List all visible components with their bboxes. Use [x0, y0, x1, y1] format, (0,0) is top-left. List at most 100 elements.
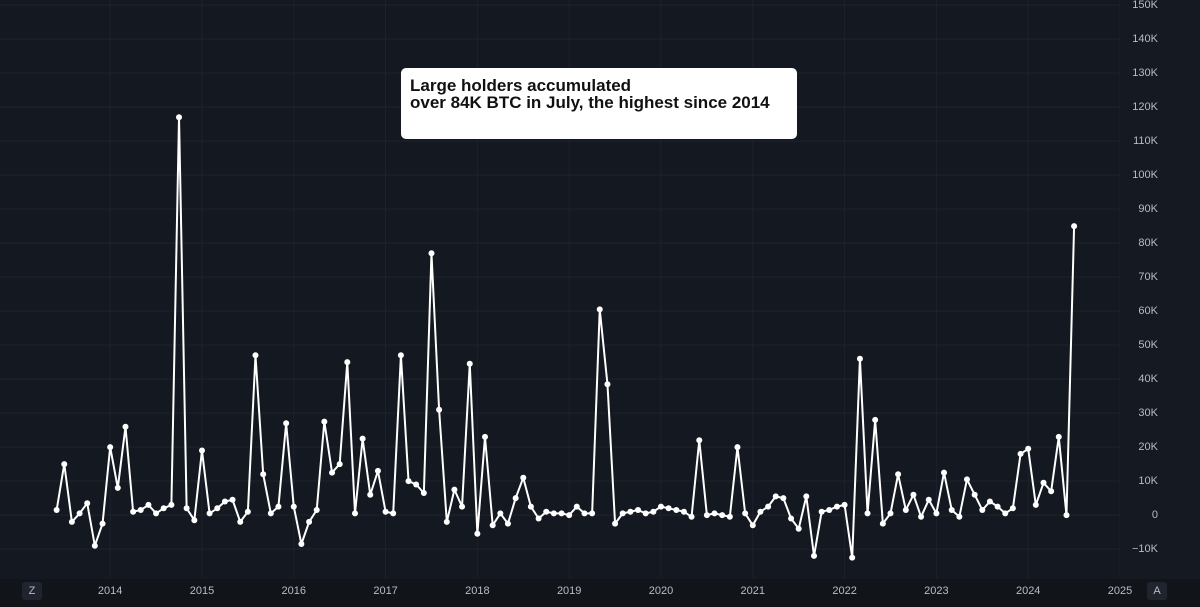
point — [550, 510, 557, 517]
point — [657, 503, 664, 510]
point — [902, 507, 909, 513]
point — [374, 467, 381, 474]
point — [130, 508, 137, 515]
point — [864, 510, 871, 517]
point — [61, 461, 68, 468]
point — [352, 510, 359, 517]
point — [711, 510, 718, 517]
x-tick-label: 2025 — [1108, 585, 1132, 597]
point — [489, 522, 496, 529]
point — [1009, 505, 1016, 512]
point — [833, 503, 840, 510]
point — [719, 512, 726, 519]
point — [688, 513, 695, 520]
point — [214, 505, 221, 512]
button[interactable] — [22, 582, 42, 600]
point — [275, 503, 282, 510]
point — [466, 360, 473, 367]
point — [879, 520, 886, 527]
point — [734, 444, 741, 451]
point — [811, 552, 818, 559]
y-tick-label: 10K — [1138, 475, 1158, 487]
point — [290, 503, 297, 510]
point — [742, 510, 749, 517]
y-tick-label: 40K — [1138, 373, 1158, 385]
point — [84, 500, 91, 507]
point — [336, 461, 343, 468]
x-axis-panel — [0, 579, 1200, 607]
y-tick-label: −10K — [1132, 543, 1159, 555]
axes: −10K 0 10K 20K 30K 40K 50K 60K 70K 80K 90K 100K 110K… — [98, 0, 1159, 597]
point — [367, 491, 374, 498]
point — [107, 444, 114, 451]
point — [206, 510, 213, 517]
point — [887, 510, 894, 517]
point — [413, 481, 420, 488]
y-tick-label: 30K — [1138, 407, 1158, 419]
point — [382, 508, 389, 515]
point — [795, 525, 802, 532]
button-label[interactable]: Z — [29, 585, 36, 597]
point — [237, 518, 244, 525]
y-tick-label: 0 — [1152, 509, 1158, 521]
point — [765, 503, 772, 510]
point — [405, 478, 412, 485]
point — [198, 447, 205, 454]
point — [1040, 479, 1047, 486]
point — [566, 512, 573, 519]
point — [780, 495, 787, 502]
x-tick-label: 2019 — [557, 585, 581, 597]
x-tick-label: 2022 — [832, 585, 856, 597]
point — [474, 530, 481, 537]
plot — [53, 114, 1078, 561]
y-tick-label: 130K — [1132, 67, 1158, 79]
point — [244, 508, 251, 515]
point — [420, 490, 427, 496]
point — [772, 493, 779, 500]
point — [612, 520, 619, 527]
point — [627, 508, 634, 515]
point — [122, 423, 129, 430]
point — [252, 352, 259, 359]
x-tick-label: 2018 — [465, 585, 489, 597]
point — [696, 437, 703, 444]
button[interactable] — [1147, 582, 1167, 600]
x-tick-label: 2014 — [98, 585, 122, 597]
point — [941, 469, 948, 476]
point — [313, 507, 320, 513]
point — [1048, 488, 1055, 495]
point — [703, 512, 710, 519]
point — [329, 469, 336, 476]
point — [1002, 510, 1009, 517]
point — [321, 418, 328, 425]
point — [229, 496, 236, 503]
point — [841, 501, 848, 508]
point — [359, 435, 366, 442]
point — [1071, 223, 1078, 230]
point — [757, 508, 764, 515]
point — [596, 306, 603, 313]
point — [527, 503, 534, 510]
point — [99, 520, 106, 527]
point — [168, 501, 175, 508]
y-tick-label: 100K — [1132, 169, 1158, 181]
point — [650, 508, 657, 515]
y-tick-label: 60K — [1138, 305, 1158, 317]
y-tick-label: 50K — [1138, 339, 1158, 351]
point — [925, 496, 932, 503]
point — [543, 508, 550, 515]
point — [895, 471, 902, 478]
point — [918, 513, 925, 520]
x-tick-label: 2023 — [924, 585, 948, 597]
x-tick-label: 2015 — [190, 585, 214, 597]
point — [260, 471, 267, 478]
point — [558, 510, 565, 517]
point — [520, 474, 527, 481]
y-tick-label: 140K — [1132, 33, 1158, 45]
button-label[interactable]: A — [1153, 585, 1161, 597]
point — [306, 518, 313, 525]
point — [68, 518, 75, 525]
point — [642, 510, 649, 517]
point — [933, 510, 940, 517]
